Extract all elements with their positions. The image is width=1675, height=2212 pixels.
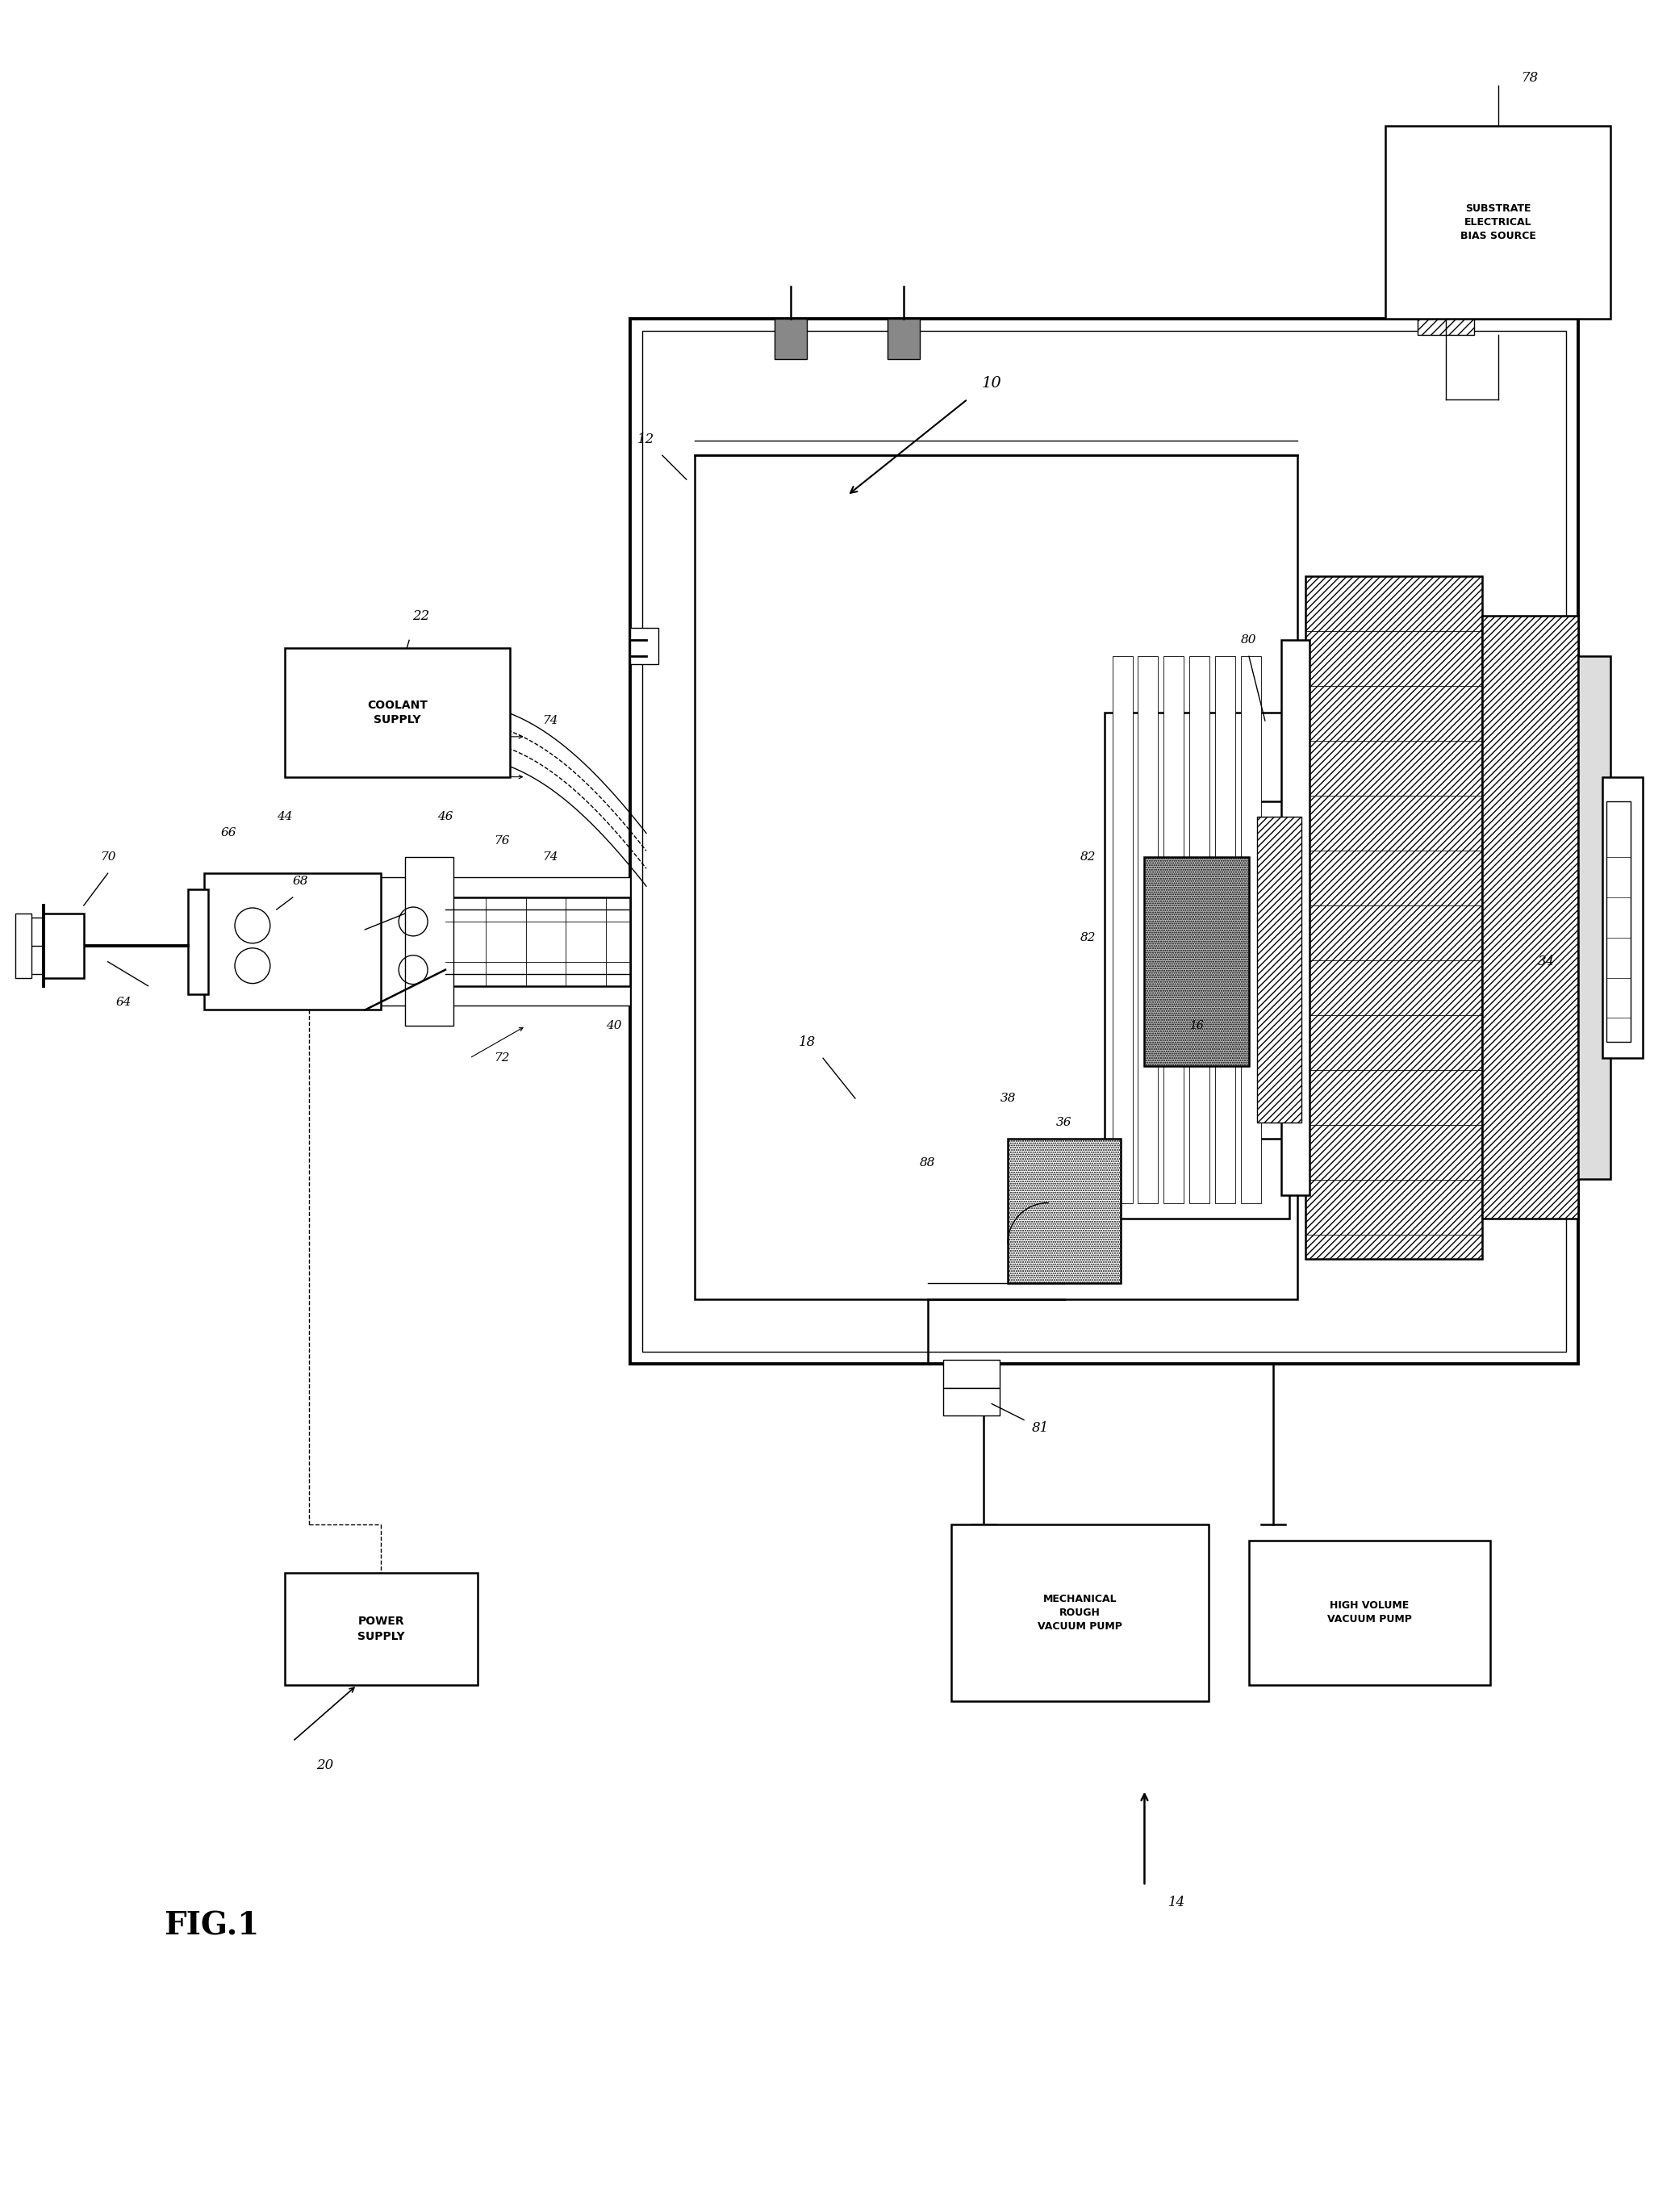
Text: 70: 70 <box>100 852 116 863</box>
Text: 20: 20 <box>317 1759 333 1772</box>
Text: FIG.1: FIG.1 <box>164 1911 260 1942</box>
Text: 82: 82 <box>1080 852 1095 863</box>
Text: HIGH VOLUME
VACUUM PUMP: HIGH VOLUME VACUUM PUMP <box>1327 1601 1412 1626</box>
Bar <box>188 889 208 993</box>
Bar <box>1385 126 1611 319</box>
Text: MECHANICAL
ROUGH
VACUUM PUMP: MECHANICAL ROUGH VACUUM PUMP <box>1038 1595 1122 1632</box>
Text: COOLANT
SUPPLY: COOLANT SUPPLY <box>367 699 427 726</box>
Bar <box>943 1387 1000 1416</box>
Bar <box>1241 657 1261 1203</box>
Bar <box>15 914 32 978</box>
Text: 34: 34 <box>1538 956 1554 969</box>
Bar <box>285 648 509 776</box>
Bar <box>1164 657 1184 1203</box>
Bar <box>1606 801 1631 1042</box>
Bar <box>1144 858 1250 1066</box>
Text: 72: 72 <box>494 1053 509 1064</box>
Bar <box>44 914 84 978</box>
Bar <box>630 628 658 664</box>
Bar <box>1603 776 1643 1057</box>
Bar <box>446 898 630 987</box>
Bar <box>1112 657 1132 1203</box>
Bar <box>1104 712 1290 1219</box>
Bar <box>285 1573 477 1686</box>
Bar <box>1281 639 1310 1194</box>
Bar <box>1250 1540 1491 1686</box>
Text: 88: 88 <box>920 1157 935 1168</box>
Text: 46: 46 <box>437 812 454 823</box>
Text: 74: 74 <box>543 714 558 726</box>
Bar <box>1417 294 1474 334</box>
Bar <box>1305 575 1482 1259</box>
Bar <box>1144 858 1250 1066</box>
Bar <box>1137 657 1157 1203</box>
Bar <box>1425 279 1466 310</box>
Bar <box>943 1360 1000 1387</box>
Bar <box>776 319 807 358</box>
Text: 68: 68 <box>293 876 308 887</box>
Text: 12: 12 <box>638 431 655 447</box>
Text: 74: 74 <box>543 852 558 863</box>
Bar <box>204 874 380 1011</box>
Text: 40: 40 <box>606 1020 621 1031</box>
Text: 64: 64 <box>116 995 132 1006</box>
Text: 80: 80 <box>1241 635 1256 646</box>
Bar <box>642 332 1566 1352</box>
Text: SUBSTRATE
ELECTRICAL
BIAS SOURCE: SUBSTRATE ELECTRICAL BIAS SOURCE <box>1461 204 1536 241</box>
Text: 36: 36 <box>1057 1117 1072 1128</box>
Bar <box>405 858 454 1026</box>
Text: 44: 44 <box>276 812 293 823</box>
Text: 76: 76 <box>494 836 509 847</box>
Bar <box>1214 657 1234 1203</box>
Bar <box>630 319 1578 1363</box>
Text: 16: 16 <box>1189 1020 1204 1031</box>
Text: 82: 82 <box>1080 931 1095 942</box>
Bar <box>1482 617 1578 1219</box>
Bar <box>1253 801 1305 1139</box>
Text: 66: 66 <box>221 827 236 838</box>
Bar <box>951 1524 1209 1701</box>
Bar <box>365 878 630 1006</box>
Text: 10: 10 <box>982 376 1002 389</box>
Text: 18: 18 <box>799 1035 816 1048</box>
Text: 14: 14 <box>1167 1896 1186 1909</box>
Text: 22: 22 <box>412 608 430 624</box>
Bar <box>695 456 1296 1298</box>
Bar <box>1008 1139 1121 1283</box>
Text: 38: 38 <box>1000 1093 1015 1104</box>
Text: 81: 81 <box>1032 1420 1049 1436</box>
Bar <box>1189 657 1209 1203</box>
Bar <box>888 319 920 358</box>
Bar <box>1578 657 1611 1179</box>
Text: POWER
SUPPLY: POWER SUPPLY <box>357 1615 405 1641</box>
Bar <box>1256 816 1301 1121</box>
Text: 78: 78 <box>1521 71 1539 84</box>
Bar <box>1008 1139 1121 1283</box>
